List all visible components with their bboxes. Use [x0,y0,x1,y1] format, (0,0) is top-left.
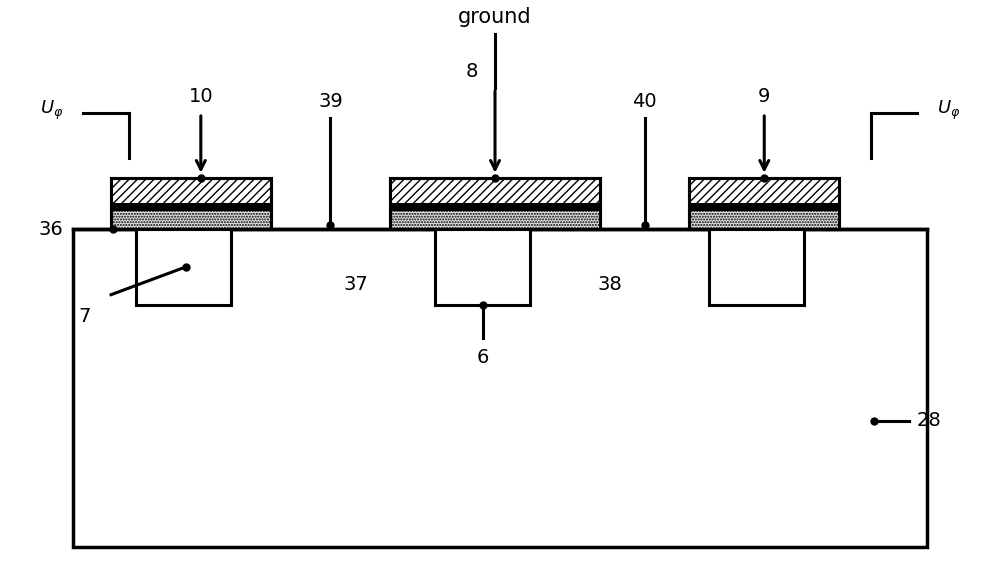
Text: 6: 6 [477,348,489,367]
Bar [111,204,271,208]
Text: 8: 8 [466,62,478,82]
Bar [111,178,271,204]
Text: 9: 9 [758,87,770,106]
Text: ground: ground [458,7,532,27]
Text: 36: 36 [38,220,63,239]
Bar [111,208,271,229]
Bar [390,178,600,204]
Text: 10: 10 [189,87,213,106]
Bar [390,178,600,229]
Bar [390,208,600,229]
Bar [689,178,839,229]
Bar [689,178,839,204]
Bar [73,229,927,547]
Bar [390,204,600,208]
Text: $U_\varphi$: $U_\varphi$ [40,98,63,122]
Text: 38: 38 [597,275,622,294]
Text: 37: 37 [343,275,368,294]
Text: 39: 39 [318,92,343,111]
Bar [709,229,804,305]
Bar [435,229,530,305]
Bar [689,204,839,208]
Text: 40: 40 [632,92,657,111]
Bar [136,229,231,305]
Bar [689,208,839,229]
Bar [111,178,271,229]
Text: 7: 7 [79,307,91,325]
Text: 28: 28 [917,411,942,430]
Text: $U_\varphi$: $U_\varphi$ [937,98,960,122]
